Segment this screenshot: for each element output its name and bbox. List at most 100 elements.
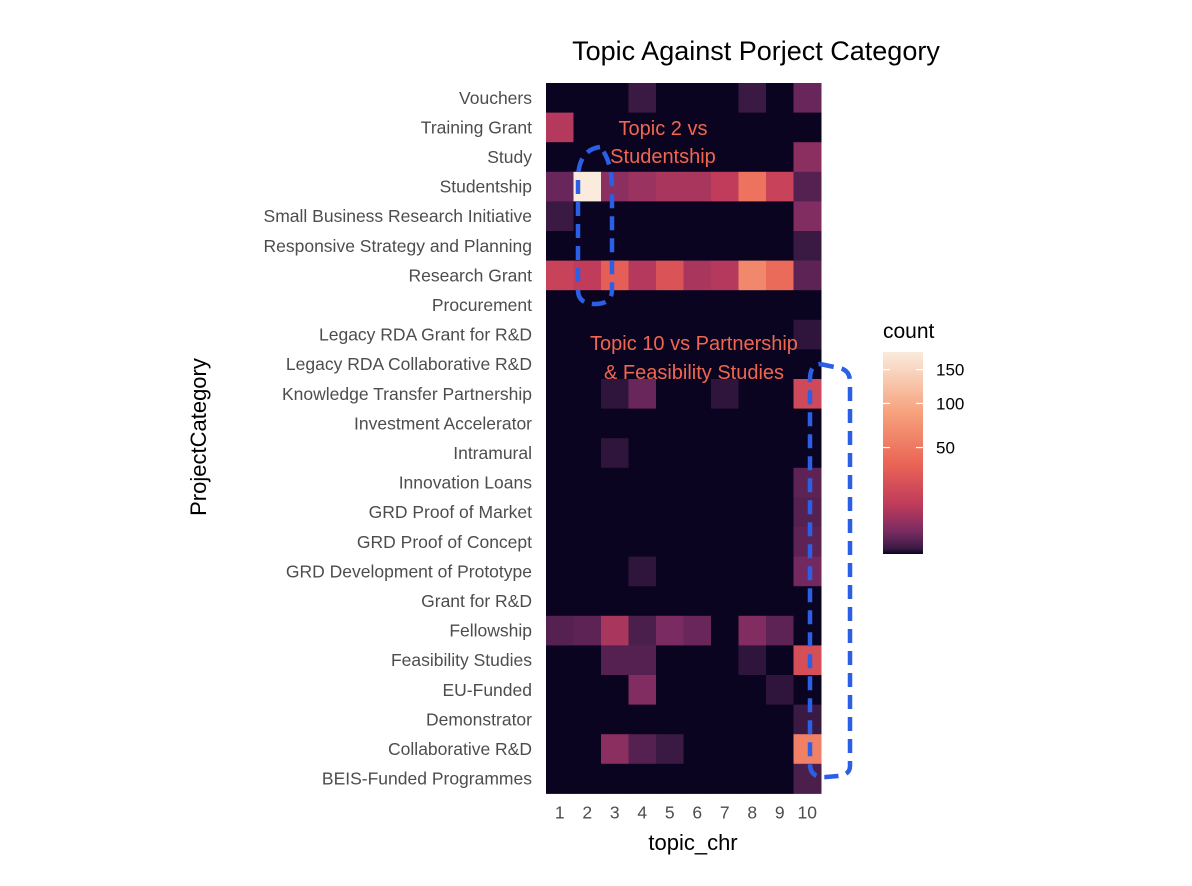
heatmap-cell [656, 704, 684, 735]
heatmap-cell [711, 290, 739, 321]
heatmap-cell [628, 734, 657, 765]
heatmap-cell [628, 260, 657, 291]
heatmap-cell [628, 171, 657, 202]
heatmap-cell [738, 763, 767, 794]
heatmap-cell [793, 290, 822, 321]
heatmap-cell [546, 734, 574, 765]
heatmap-cell [683, 201, 712, 232]
heatmap-cell [683, 763, 712, 794]
heatmap-cell [793, 408, 822, 439]
heatmap-cell [628, 290, 657, 321]
heatmap-cell [601, 112, 629, 143]
heatmap-cell [711, 763, 739, 794]
heatmap-cell [573, 349, 602, 380]
heatmap-cell [546, 171, 574, 202]
y-tick-label: Feasibility Studies [391, 650, 532, 670]
heatmap-cell [601, 556, 629, 587]
heatmap-cell [628, 349, 657, 380]
heatmap-cell [546, 527, 574, 558]
heatmap-cell [683, 586, 712, 617]
y-tick-label: Small Business Research Initiative [264, 206, 532, 226]
heatmap-cell [573, 704, 602, 735]
heatmap-cell [766, 142, 794, 173]
heatmap-cell [793, 349, 822, 380]
heatmap-cell [546, 319, 574, 350]
heatmap-cell [766, 645, 794, 676]
heatmap-cell [601, 675, 629, 706]
x-tick-label: 8 [747, 802, 757, 822]
heatmap-cell [546, 763, 574, 794]
heatmap-cell [711, 497, 739, 528]
y-tick-label: Demonstrator [426, 709, 532, 729]
heatmap-cell [628, 645, 657, 676]
y-tick-label: Knowledge Transfer Partnership [282, 384, 532, 404]
heatmap-cell [711, 645, 739, 676]
heatmap-cell [546, 645, 574, 676]
heatmap-cell [573, 112, 602, 143]
heatmap-cell [573, 675, 602, 706]
heatmap-cell [711, 527, 739, 558]
heatmap-cell [628, 319, 657, 350]
heatmap-cell [766, 83, 794, 114]
heatmap-cell [766, 201, 794, 232]
heatmap-cell [766, 763, 794, 794]
heatmap-cell [793, 704, 822, 735]
x-tick-label: 2 [582, 802, 592, 822]
heatmap-cell [656, 763, 684, 794]
heatmap-cell [546, 408, 574, 439]
y-tick-label: Innovation Loans [399, 473, 533, 493]
y-tick-label: GRD Development of Prototype [286, 561, 532, 581]
heatmap-cell [766, 527, 794, 558]
legend-tick-label: 150 [936, 361, 964, 380]
heatmap-cell [793, 675, 822, 706]
heatmap-cell [628, 201, 657, 232]
heatmap-cell [573, 586, 602, 617]
heatmap-cell [711, 586, 739, 617]
heatmap-cell [601, 171, 629, 202]
heatmap-cell [546, 615, 574, 646]
y-tick-label: Training Grant [421, 117, 532, 137]
heatmap-cell [793, 379, 822, 410]
heatmap-cell [711, 201, 739, 232]
heatmap-cell [656, 467, 684, 498]
heatmap-cell [546, 379, 574, 410]
heatmap-cell [601, 438, 629, 469]
heatmap-cell [738, 408, 767, 439]
heatmap-cell [683, 527, 712, 558]
highlight-topic10-outline [807, 361, 853, 780]
heatmap-cell [546, 556, 574, 587]
heatmap-cell [656, 260, 684, 291]
heatmap-cell [738, 112, 767, 143]
heatmap-cell [683, 112, 712, 143]
heatmap-cell [738, 467, 767, 498]
heatmap-cell [573, 497, 602, 528]
heatmap-cell [628, 527, 657, 558]
y-tick-label: Legacy RDA Collaborative R&D [286, 354, 532, 374]
heatmap-cell [738, 231, 767, 262]
heatmap-cell [656, 645, 684, 676]
heatmap-cell [546, 467, 574, 498]
heatmap-cell [656, 586, 684, 617]
heatmap-cell [601, 408, 629, 439]
heatmap-cell [711, 231, 739, 262]
heatmap-cell [711, 408, 739, 439]
heatmap-cell [738, 586, 767, 617]
heatmap-cell [683, 704, 712, 735]
heatmap-cell [601, 201, 629, 232]
heatmap-cells [546, 83, 822, 794]
heatmap-cell [601, 497, 629, 528]
heatmap-cell [738, 290, 767, 321]
heatmap-cell [601, 290, 629, 321]
heatmap-cell [683, 142, 712, 173]
heatmap-cell [546, 586, 574, 617]
legend-colorbar [883, 352, 923, 554]
heatmap-cell [683, 319, 712, 350]
heatmap-cell [656, 675, 684, 706]
heatmap-cell [738, 171, 767, 202]
heatmap-cell [711, 83, 739, 114]
heatmap-cell [683, 438, 712, 469]
heatmap-cell [628, 497, 657, 528]
heatmap-cell [738, 615, 767, 646]
heatmap-cell [546, 260, 574, 291]
x-tick-label: 7 [720, 802, 730, 822]
